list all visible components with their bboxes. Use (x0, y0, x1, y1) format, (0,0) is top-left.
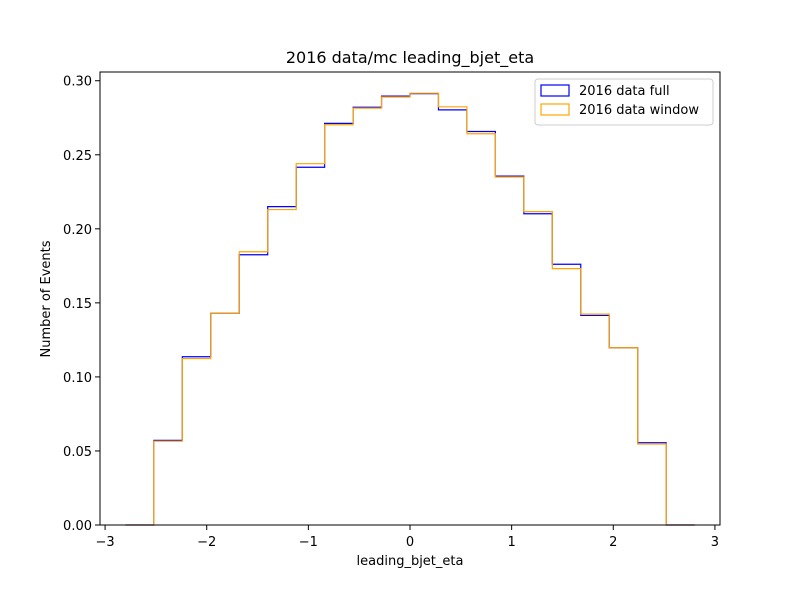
y-tick-label: 0.20 (63, 223, 92, 238)
x-axis-label: leading_bjet_eta (357, 554, 464, 569)
legend-box (534, 78, 714, 126)
y-tick-label: 0.25 (63, 149, 92, 164)
x-tick-label: −3 (95, 535, 114, 550)
legend-entry-label: 2016 data full (579, 84, 670, 99)
series-line-data-full (125, 93, 695, 526)
y-tick-label: 0.00 (63, 519, 92, 534)
chart-title: 2016 data/mc leading_bjet_eta (286, 48, 534, 68)
x-tick-label: 2 (609, 535, 617, 550)
legend-entry-label: 2016 data window (579, 103, 699, 118)
y-tick-label: 0.30 (63, 75, 92, 90)
y-tick-label: 0.05 (63, 445, 92, 460)
y-tick-label: 0.15 (63, 297, 92, 312)
x-axis-ticks: −3 −2 −1 0 1 2 3 (95, 525, 719, 550)
x-tick-label: 3 (711, 535, 719, 550)
x-tick-label: −2 (197, 535, 216, 550)
legend-swatch (540, 103, 570, 116)
x-tick-label: 0 (406, 535, 414, 550)
y-axis-label: Number of Events (39, 240, 54, 357)
legend-swatch (540, 84, 570, 97)
axes-frame (99, 71, 721, 526)
legend: 2016 data full 2016 data window (534, 78, 714, 126)
y-axis-ticks: 0.00 0.05 0.10 0.15 0.20 0.25 0.30 (63, 75, 100, 534)
plot-area (99, 71, 721, 526)
y-tick-label: 0.10 (63, 371, 92, 386)
x-tick-label: −1 (299, 535, 318, 550)
x-tick-label: 1 (507, 535, 515, 550)
series-line-data-window (125, 92, 695, 526)
